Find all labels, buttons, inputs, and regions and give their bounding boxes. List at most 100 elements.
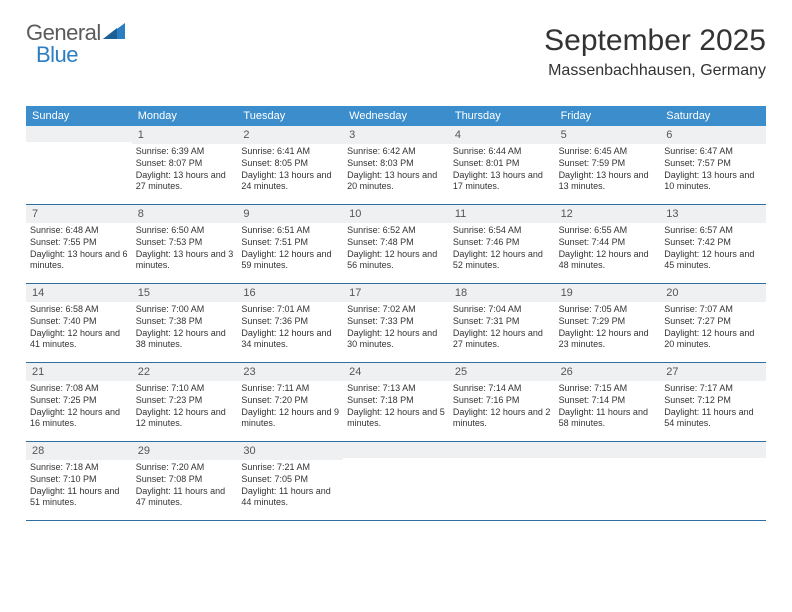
sunrise-line: Sunrise: 7:14 AM [453, 383, 551, 395]
day-number: 23 [243, 366, 255, 378]
day-number-row: 20 [660, 284, 766, 302]
month-title: September 2025 [544, 24, 766, 58]
day-number-row-empty [660, 442, 766, 458]
daylight-line: Daylight: 12 hours and 48 minutes. [559, 249, 657, 272]
week-row: 7 Sunrise: 6:48 AMSunset: 7:55 PM Daylight… [26, 205, 766, 284]
daylight-line: Daylight: 12 hours and 59 minutes. [241, 249, 339, 272]
sunrise-line: Sunrise: 7:05 AM [559, 304, 657, 316]
daylight-line: Daylight: 13 hours and 27 minutes. [136, 170, 234, 193]
sunrise-line: Sunrise: 7:10 AM [136, 383, 234, 395]
sunset-line: Sunset: 8:03 PM [347, 158, 445, 170]
sunrise-line: Sunrise: 6:58 AM [30, 304, 128, 316]
sunset-line: Sunset: 7:57 PM [664, 158, 762, 170]
day-number-row: 23 [237, 363, 343, 381]
day-cell: 12Sunrise: 6:55 AMSunset: 7:44 PMDayligh… [555, 205, 661, 283]
sunrise-line: Sunrise: 6:44 AM [453, 146, 551, 158]
day-number-row-empty [26, 126, 132, 142]
day-number: 9 [243, 208, 249, 220]
daylight-line: Daylight: 11 hours and 54 minutes. [664, 407, 762, 430]
weeks-container: 1Sunrise: 6:39 AMSunset: 8:07 PMDaylight… [26, 126, 766, 521]
day-number: 20 [666, 287, 678, 299]
daylight-line: Daylight: 13 hours and 17 minutes. [453, 170, 551, 193]
day-number-row: 15 [132, 284, 238, 302]
day-number: 26 [561, 366, 573, 378]
sunset-line: Sunset: 7:14 PM [559, 395, 657, 407]
daylight-line: Daylight: 13 hours and 10 minutes. [664, 170, 762, 193]
day-number-row: 7 [26, 205, 132, 223]
sunset-line: Sunset: 7:55 PM [30, 237, 128, 249]
logo-text-accent: Blue [36, 42, 78, 67]
day-cell: 5Sunrise: 6:45 AMSunset: 7:59 PMDaylight… [555, 126, 661, 204]
day-cell: 20Sunrise: 7:07 AMSunset: 7:27 PMDayligh… [660, 284, 766, 362]
sunset-line: Sunset: 7:51 PM [241, 237, 339, 249]
sunset-line: Sunset: 7:44 PM [559, 237, 657, 249]
sunset-line: Sunset: 7:38 PM [136, 316, 234, 328]
sunrise-line: Sunrise: 7:18 AM [30, 462, 128, 474]
day-number-row: 14 [26, 284, 132, 302]
sunrise-line: Sunrise: 6:55 AM [559, 225, 657, 237]
day-number-row: 5 [555, 126, 661, 144]
sunrise-line: Sunrise: 6:45 AM [559, 146, 657, 158]
day-number-row: 4 [449, 126, 555, 144]
day-cell: 29Sunrise: 7:20 AMSunset: 7:08 PMDayligh… [132, 442, 238, 520]
day-number-row: 13 [660, 205, 766, 223]
day-number: 18 [455, 287, 467, 299]
day-cell [449, 442, 555, 520]
day-number: 4 [455, 129, 461, 141]
sunset-line: Sunset: 8:05 PM [241, 158, 339, 170]
day-cell: 23Sunrise: 7:11 AMSunset: 7:20 PMDayligh… [237, 363, 343, 441]
daylight-line: Daylight: 12 hours and 9 minutes. [241, 407, 339, 430]
day-number: 28 [32, 445, 44, 457]
sunrise-line: Sunrise: 6:50 AM [136, 225, 234, 237]
day-cell: 13 Sunrise: 6:57 AMSunset: 7:42 PMDayligh… [660, 205, 766, 283]
day-number: 16 [243, 287, 255, 299]
weekday-header-row: SundayMondayTuesdayWednesdayThursdayFrid… [26, 106, 766, 126]
logo-triangle-icon [103, 23, 125, 44]
day-number-row: 16 [237, 284, 343, 302]
day-number-row: 18 [449, 284, 555, 302]
sunrise-line: Sunrise: 7:07 AM [664, 304, 762, 316]
day-number-row: 29 [132, 442, 238, 460]
daylight-line: Daylight: 12 hours and 56 minutes. [347, 249, 445, 272]
daylight-line: Daylight: 12 hours and 12 minutes. [136, 407, 234, 430]
sunset-line: Sunset: 7:23 PM [136, 395, 234, 407]
day-number-row: 17 [343, 284, 449, 302]
daylight-line: Daylight: 12 hours and 41 minutes. [30, 328, 128, 351]
day-number: 5 [561, 129, 567, 141]
sunset-line: Sunset: 7:48 PM [347, 237, 445, 249]
day-number-row: 3 [343, 126, 449, 144]
day-cell: 25Sunrise: 7:14 AMSunset: 7:16 PMDayligh… [449, 363, 555, 441]
sunrise-line: Sunrise: 6:57 AM [664, 225, 762, 237]
day-cell: 19Sunrise: 7:05 AMSunset: 7:29 PMDayligh… [555, 284, 661, 362]
day-number-row: 2 [237, 126, 343, 144]
day-cell: 3Sunrise: 6:42 AMSunset: 8:03 PMDaylight… [343, 126, 449, 204]
sunset-line: Sunset: 7:18 PM [347, 395, 445, 407]
day-cell [660, 442, 766, 520]
day-cell: 6Sunrise: 6:47 AMSunset: 7:57 PMDaylight… [660, 126, 766, 204]
sunrise-line: Sunrise: 6:47 AM [664, 146, 762, 158]
weekday-header: Friday [555, 106, 661, 126]
day-cell: 2Sunrise: 6:41 AMSunset: 8:05 PMDaylight… [237, 126, 343, 204]
sunrise-line: Sunrise: 6:48 AM [30, 225, 128, 237]
weekday-header: Sunday [26, 106, 132, 126]
week-row: 28Sunrise: 7:18 AMSunset: 7:10 PMDayligh… [26, 442, 766, 521]
day-cell: 30Sunrise: 7:21 AMSunset: 7:05 PMDayligh… [237, 442, 343, 520]
day-cell: 1Sunrise: 6:39 AMSunset: 8:07 PMDaylight… [132, 126, 238, 204]
daylight-line: Daylight: 12 hours and 45 minutes. [664, 249, 762, 272]
sunset-line: Sunset: 7:10 PM [30, 474, 128, 486]
day-number: 11 [455, 208, 466, 220]
sunset-line: Sunset: 7:53 PM [136, 237, 234, 249]
day-number-row: 28 [26, 442, 132, 460]
sunset-line: Sunset: 7:12 PM [664, 395, 762, 407]
day-cell: 8Sunrise: 6:50 AMSunset: 7:53 PMDaylight… [132, 205, 238, 283]
day-number: 1 [138, 129, 144, 141]
daylight-line: Daylight: 12 hours and 5 minutes. [347, 407, 445, 430]
sunrise-line: Sunrise: 7:01 AM [241, 304, 339, 316]
sunset-line: Sunset: 7:42 PM [664, 237, 762, 249]
sunset-line: Sunset: 7:25 PM [30, 395, 128, 407]
sunrise-line: Sunrise: 7:04 AM [453, 304, 551, 316]
location: Massenbachhausen, Germany [544, 62, 766, 80]
daylight-line: Daylight: 13 hours and 20 minutes. [347, 170, 445, 193]
day-cell: 15Sunrise: 7:00 AMSunset: 7:38 PMDayligh… [132, 284, 238, 362]
sunset-line: Sunset: 7:05 PM [241, 474, 339, 486]
